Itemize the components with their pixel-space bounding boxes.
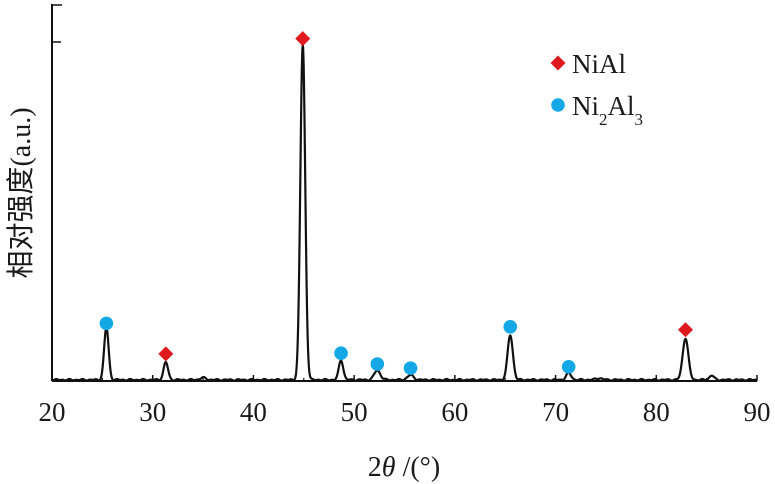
x-axis-title: 2θ /(°) [368,452,440,483]
diamond-marker-0-1 [295,31,311,47]
circle-marker-1-5 [561,359,576,374]
x-tick-label: 80 [643,397,670,427]
legend-label: NiAl [572,49,626,79]
x-axis-title-prefix: 2 [368,452,382,483]
xrd-pattern-line [51,43,758,382]
circle-marker-1-3 [403,361,418,375]
x-tick-label: 20 [39,397,66,427]
circle-marker-1-2 [370,357,385,371]
diamond-marker-0-2 [677,322,693,338]
legend: NiAl Ni2Al3 [550,49,643,129]
x-axis-title-suffix: /(°) [396,452,441,483]
circle-marker-1-1 [334,346,348,361]
plot-area [51,4,758,382]
x-tick-label: 70 [542,397,569,427]
legend-marker-0 [550,55,566,71]
circle-marker-1-4 [503,319,518,334]
x-ticks: 20 30 40 50 60 70 80 90 [39,375,771,427]
x-axis-title-theta: θ [382,452,396,483]
y-axis-title: 相对强度(a.u.) [5,107,37,278]
legend-label: Ni2Al3 [572,91,643,129]
x-tick-label: 50 [341,397,368,427]
circle-marker-1-0 [99,316,114,331]
x-tick-label: 60 [441,397,468,427]
x-tick-label: 30 [139,397,166,427]
x-tick-label: 90 [744,397,771,427]
x-tick-label: 40 [240,397,267,427]
legend-marker-1 [551,98,565,112]
diamond-marker-0-0 [158,346,174,362]
